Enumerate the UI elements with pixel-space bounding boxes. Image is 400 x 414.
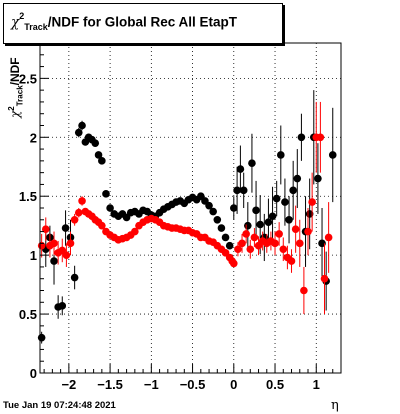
data-point bbox=[318, 239, 326, 248]
data-point bbox=[300, 286, 308, 295]
x-tick-label: 1 bbox=[313, 377, 320, 392]
title-subscript: Track bbox=[24, 22, 48, 33]
x-tick-label: 0 bbox=[230, 377, 237, 392]
data-point bbox=[291, 225, 300, 234]
data-point bbox=[252, 206, 260, 215]
x-tick-label: −1.5 bbox=[97, 377, 123, 392]
data-point bbox=[285, 215, 293, 224]
data-point bbox=[58, 302, 67, 310]
data-point bbox=[205, 201, 213, 210]
y-tick-label: 1 bbox=[30, 248, 37, 263]
data-point bbox=[50, 239, 58, 248]
title-symbol: χ bbox=[11, 14, 20, 31]
data-point bbox=[229, 259, 238, 268]
data-point bbox=[74, 208, 83, 217]
data-point bbox=[234, 245, 242, 254]
data-point bbox=[287, 257, 296, 265]
data-point bbox=[78, 121, 86, 130]
data-point bbox=[229, 204, 238, 212]
data-point bbox=[209, 207, 217, 216]
data-point bbox=[246, 245, 255, 254]
data-point bbox=[271, 239, 279, 248]
x-tick-label: −2 bbox=[61, 377, 76, 392]
data-point bbox=[308, 198, 316, 206]
ylabel-rest: /NDF bbox=[8, 57, 22, 86]
ylabel-symbol: χ bbox=[8, 110, 22, 118]
data-point bbox=[238, 239, 246, 248]
data-point bbox=[70, 273, 79, 282]
data-point bbox=[94, 151, 103, 159]
x-tick-label: −1 bbox=[144, 377, 159, 392]
data-point bbox=[217, 224, 226, 232]
data-point bbox=[293, 174, 302, 183]
data-point bbox=[61, 224, 70, 232]
data-point bbox=[320, 274, 329, 283]
y-axis-label: χ2Track/NDF bbox=[7, 57, 24, 118]
y-tick-label: 1.5 bbox=[19, 189, 37, 204]
data-point bbox=[316, 133, 325, 142]
y-tick-label: 2 bbox=[30, 130, 37, 145]
data-point bbox=[295, 239, 304, 248]
title-rest: /NDF for Global Rec All EtapT bbox=[47, 14, 237, 30]
data-point bbox=[70, 215, 79, 224]
data-point bbox=[244, 221, 252, 230]
data-point bbox=[275, 230, 283, 238]
chart-title: χ2Track/NDF for Global Rec All EtapT bbox=[11, 11, 237, 33]
data-point bbox=[74, 128, 83, 137]
data-point bbox=[221, 233, 230, 242]
data-point bbox=[225, 241, 234, 250]
x-tick-label: 0.5 bbox=[266, 377, 284, 392]
y-tick-label: 2.5 bbox=[19, 71, 37, 86]
data-point bbox=[297, 133, 306, 142]
data-point bbox=[314, 174, 322, 183]
data-point bbox=[50, 257, 58, 265]
data-point bbox=[239, 186, 248, 195]
data-point bbox=[256, 220, 264, 229]
ylabel-superscript: 2 bbox=[7, 106, 16, 111]
data-point bbox=[279, 245, 288, 254]
data-point bbox=[289, 186, 297, 195]
data-point bbox=[264, 218, 273, 226]
data-point bbox=[268, 212, 277, 221]
y-tick-label: 0 bbox=[30, 366, 37, 381]
y-tick-label: 0.5 bbox=[19, 307, 37, 322]
data-point bbox=[277, 151, 285, 159]
red-series bbox=[37, 101, 333, 315]
data-point bbox=[328, 151, 337, 159]
title-superscript: 2 bbox=[19, 11, 25, 21]
data-point bbox=[281, 198, 289, 206]
x-axis-label: η bbox=[331, 398, 339, 413]
data-point bbox=[62, 251, 71, 259]
title-box: χ2Track/NDF for Global Rec All EtapT bbox=[3, 3, 283, 44]
data-point bbox=[324, 233, 333, 242]
data-point bbox=[78, 197, 86, 205]
axis-ticks: −2 −1.5 −1 −0.5 0 0.5 1 0 0.5 1 1.5 2 2.5 bbox=[19, 42, 342, 392]
data-point bbox=[272, 194, 281, 203]
data-point bbox=[91, 139, 100, 147]
data-point bbox=[242, 230, 250, 238]
ylabel-subscript: Track bbox=[15, 85, 25, 107]
data-point bbox=[304, 227, 312, 236]
data-point bbox=[98, 157, 106, 165]
data-point bbox=[106, 204, 114, 212]
data-point bbox=[250, 233, 259, 242]
data-point bbox=[131, 227, 139, 236]
data-series bbox=[37, 90, 337, 344]
data-point bbox=[98, 221, 106, 230]
timestamp: Tue Jan 19 07:24:48 2021 bbox=[3, 400, 116, 411]
x-tick-label: −0.5 bbox=[180, 377, 206, 392]
data-point bbox=[213, 215, 222, 224]
data-point bbox=[236, 165, 245, 173]
data-point bbox=[102, 190, 110, 198]
data-point bbox=[248, 159, 256, 168]
data-point bbox=[233, 186, 241, 195]
data-point bbox=[66, 239, 75, 248]
